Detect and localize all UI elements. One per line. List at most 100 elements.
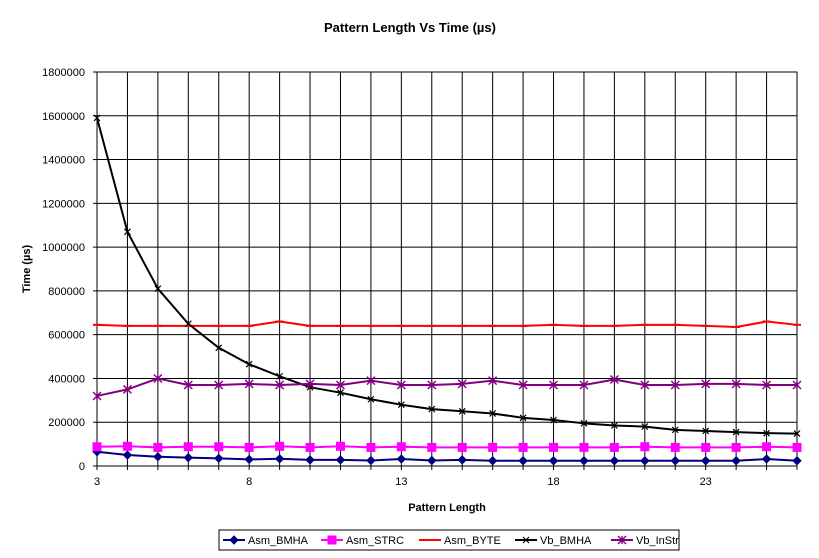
- data-point-vb-bmha: [245, 360, 253, 368]
- x-tick-label: 3: [94, 476, 100, 488]
- series-asm-bmha: [92, 447, 802, 466]
- data-point-vb-bmha: [154, 285, 162, 293]
- data-point-asm-strc: [122, 441, 132, 451]
- series-group: [92, 114, 802, 466]
- data-point-asm-bmha: [305, 455, 315, 465]
- y-tick-label: 0: [79, 461, 85, 473]
- series-line-vb-instr: [96, 377, 797, 397]
- data-point-vb-bmha: [458, 407, 466, 415]
- data-point-asm-bmha: [274, 454, 285, 464]
- data-point-asm-strc: [153, 442, 163, 452]
- legend-marker: [229, 535, 239, 545]
- data-point-asm-bmha: [548, 456, 559, 466]
- data-point-asm-bmha: [214, 453, 224, 464]
- data-point-vb-instr: [275, 380, 285, 390]
- data-point-asm-bmha: [427, 455, 437, 466]
- data-point-vb-bmha: [580, 419, 588, 427]
- data-point-vb-bmha: [337, 389, 344, 397]
- data-point-vb-instr: [762, 380, 772, 390]
- data-point-asm-bmha: [153, 452, 163, 462]
- data-point-asm-strc: [670, 442, 680, 452]
- data-point-vb-bmha: [367, 395, 375, 403]
- data-point-vb-instr: [609, 375, 619, 385]
- legend-item-vb-instr: Vb_InStr: [611, 535, 679, 547]
- data-point-asm-strc: [214, 442, 224, 452]
- series-line-vb-bmha: [96, 117, 798, 435]
- data-point-vb-instr: [183, 380, 193, 390]
- series-vb-bmha: [93, 114, 801, 438]
- data-point-asm-bmha: [366, 455, 376, 466]
- data-point-vb-bmha: [763, 429, 770, 437]
- data-point-asm-strc: [457, 442, 467, 452]
- data-point-asm-bmha: [700, 456, 711, 466]
- data-point-asm-strc: [305, 442, 315, 452]
- legend-marker: [522, 536, 530, 544]
- data-point-vb-instr: [670, 380, 680, 390]
- data-point-vb-bmha: [276, 372, 284, 380]
- y-tick-label: 1200000: [42, 198, 85, 210]
- data-point-vb-instr: [396, 380, 406, 390]
- data-point-asm-bmha: [609, 456, 620, 466]
- x-tick-label: 8: [246, 476, 252, 488]
- data-point-asm-strc: [549, 442, 559, 452]
- data-point-asm-bmha: [487, 456, 498, 466]
- data-point-vb-bmha: [550, 416, 557, 424]
- data-point-asm-bmha: [670, 456, 680, 466]
- data-point-asm-bmha: [396, 454, 407, 464]
- data-point-vb-instr: [579, 380, 589, 390]
- data-point-vb-instr: [92, 391, 102, 401]
- x-tick-label: 18: [547, 476, 559, 488]
- data-point-vb-instr: [153, 373, 163, 383]
- data-point-asm-bmha: [518, 456, 528, 466]
- series-vb-instr: [92, 373, 802, 401]
- data-point-vb-instr: [335, 380, 345, 390]
- data-point-asm-strc: [701, 442, 711, 452]
- data-point-vb-bmha: [124, 228, 131, 236]
- data-point-asm-strc: [731, 442, 741, 452]
- x-axis-ticks: 3 8 13 18 23: [94, 466, 798, 488]
- y-tick-label: 1600000: [42, 111, 85, 123]
- legend-item-asm-bmha: Asm_BMHA: [223, 535, 309, 547]
- data-point-vb-instr: [305, 379, 315, 389]
- series-asm-byte: [93, 320, 801, 329]
- legend-marker: [617, 535, 627, 545]
- data-point-asm-strc: [488, 442, 498, 452]
- legend-label: Asm_BYTE: [444, 535, 501, 547]
- data-point-vb-instr: [427, 380, 437, 390]
- data-point-asm-bmha: [183, 452, 194, 463]
- data-point-vb-instr: [701, 379, 711, 389]
- data-point-vb-bmha: [215, 344, 223, 352]
- legend-label: Asm_BMHA: [248, 535, 309, 547]
- series-asm-strc: [92, 441, 802, 452]
- legend-marker: [327, 535, 337, 545]
- legend-label: Asm_STRC: [346, 535, 404, 547]
- data-point-asm-strc: [427, 442, 437, 452]
- data-point-asm-strc: [579, 442, 589, 452]
- data-point-vb-instr: [731, 379, 741, 389]
- data-point-asm-strc: [396, 442, 406, 452]
- data-point-vb-bmha: [671, 426, 679, 434]
- data-point-asm-bmha: [244, 454, 254, 465]
- data-point-vb-instr: [518, 380, 528, 390]
- data-point-asm-strc: [335, 441, 345, 451]
- data-point-vb-instr: [792, 380, 802, 390]
- data-point-asm-bmha: [731, 456, 741, 466]
- legend-label: Vb_BMHA: [540, 535, 592, 547]
- data-point-asm-bmha: [122, 450, 133, 460]
- data-point-asm-bmha: [792, 456, 802, 466]
- data-point-asm-strc: [92, 442, 102, 452]
- y-tick-label: 1800000: [42, 67, 85, 79]
- data-point-vb-instr: [244, 379, 254, 389]
- data-point-vb-instr: [488, 376, 498, 386]
- data-point-asm-strc: [183, 442, 193, 452]
- plot-background: [96, 71, 798, 467]
- y-tick-label: 800000: [48, 286, 85, 298]
- data-point-asm-bmha: [457, 455, 467, 465]
- y-tick-label: 1400000: [42, 155, 85, 167]
- data-point-vb-bmha: [641, 423, 649, 431]
- data-point-vb-bmha: [610, 422, 618, 429]
- data-point-vb-instr: [366, 376, 376, 386]
- series-line-asm-bmha: [96, 450, 798, 462]
- chart-title: Pattern Length Vs Time (µs): [324, 20, 496, 35]
- data-point-asm-strc: [792, 442, 802, 452]
